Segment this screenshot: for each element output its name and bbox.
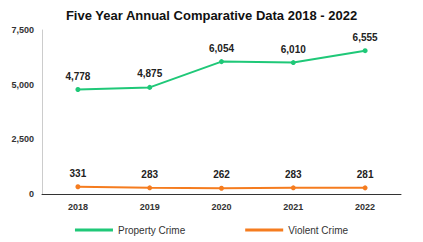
svg-text:283: 283	[285, 169, 302, 180]
svg-text:5,000: 5,000	[11, 80, 34, 90]
svg-text:7,500: 7,500	[11, 25, 34, 35]
svg-text:6,555: 6,555	[353, 32, 378, 43]
svg-text:262: 262	[213, 169, 230, 180]
svg-text:281: 281	[357, 169, 374, 180]
svg-text:331: 331	[70, 168, 87, 179]
svg-text:6,010: 6,010	[281, 44, 306, 55]
svg-text:6,054: 6,054	[209, 43, 234, 54]
svg-text:2022: 2022	[355, 202, 375, 212]
svg-text:283: 283	[141, 169, 158, 180]
svg-text:Violent Crime: Violent Crime	[288, 225, 348, 236]
svg-text:4,875: 4,875	[137, 68, 162, 79]
svg-text:2018: 2018	[68, 202, 88, 212]
svg-text:Property Crime: Property Crime	[118, 225, 186, 236]
svg-text:Five Year Annual Comparative D: Five Year Annual Comparative Data 2018 -…	[66, 8, 357, 23]
svg-text:2019: 2019	[140, 202, 160, 212]
svg-text:0: 0	[29, 189, 34, 199]
svg-text:2021: 2021	[283, 202, 303, 212]
svg-text:2,500: 2,500	[11, 134, 34, 144]
svg-text:2020: 2020	[211, 202, 231, 212]
svg-text:4,778: 4,778	[65, 71, 90, 82]
